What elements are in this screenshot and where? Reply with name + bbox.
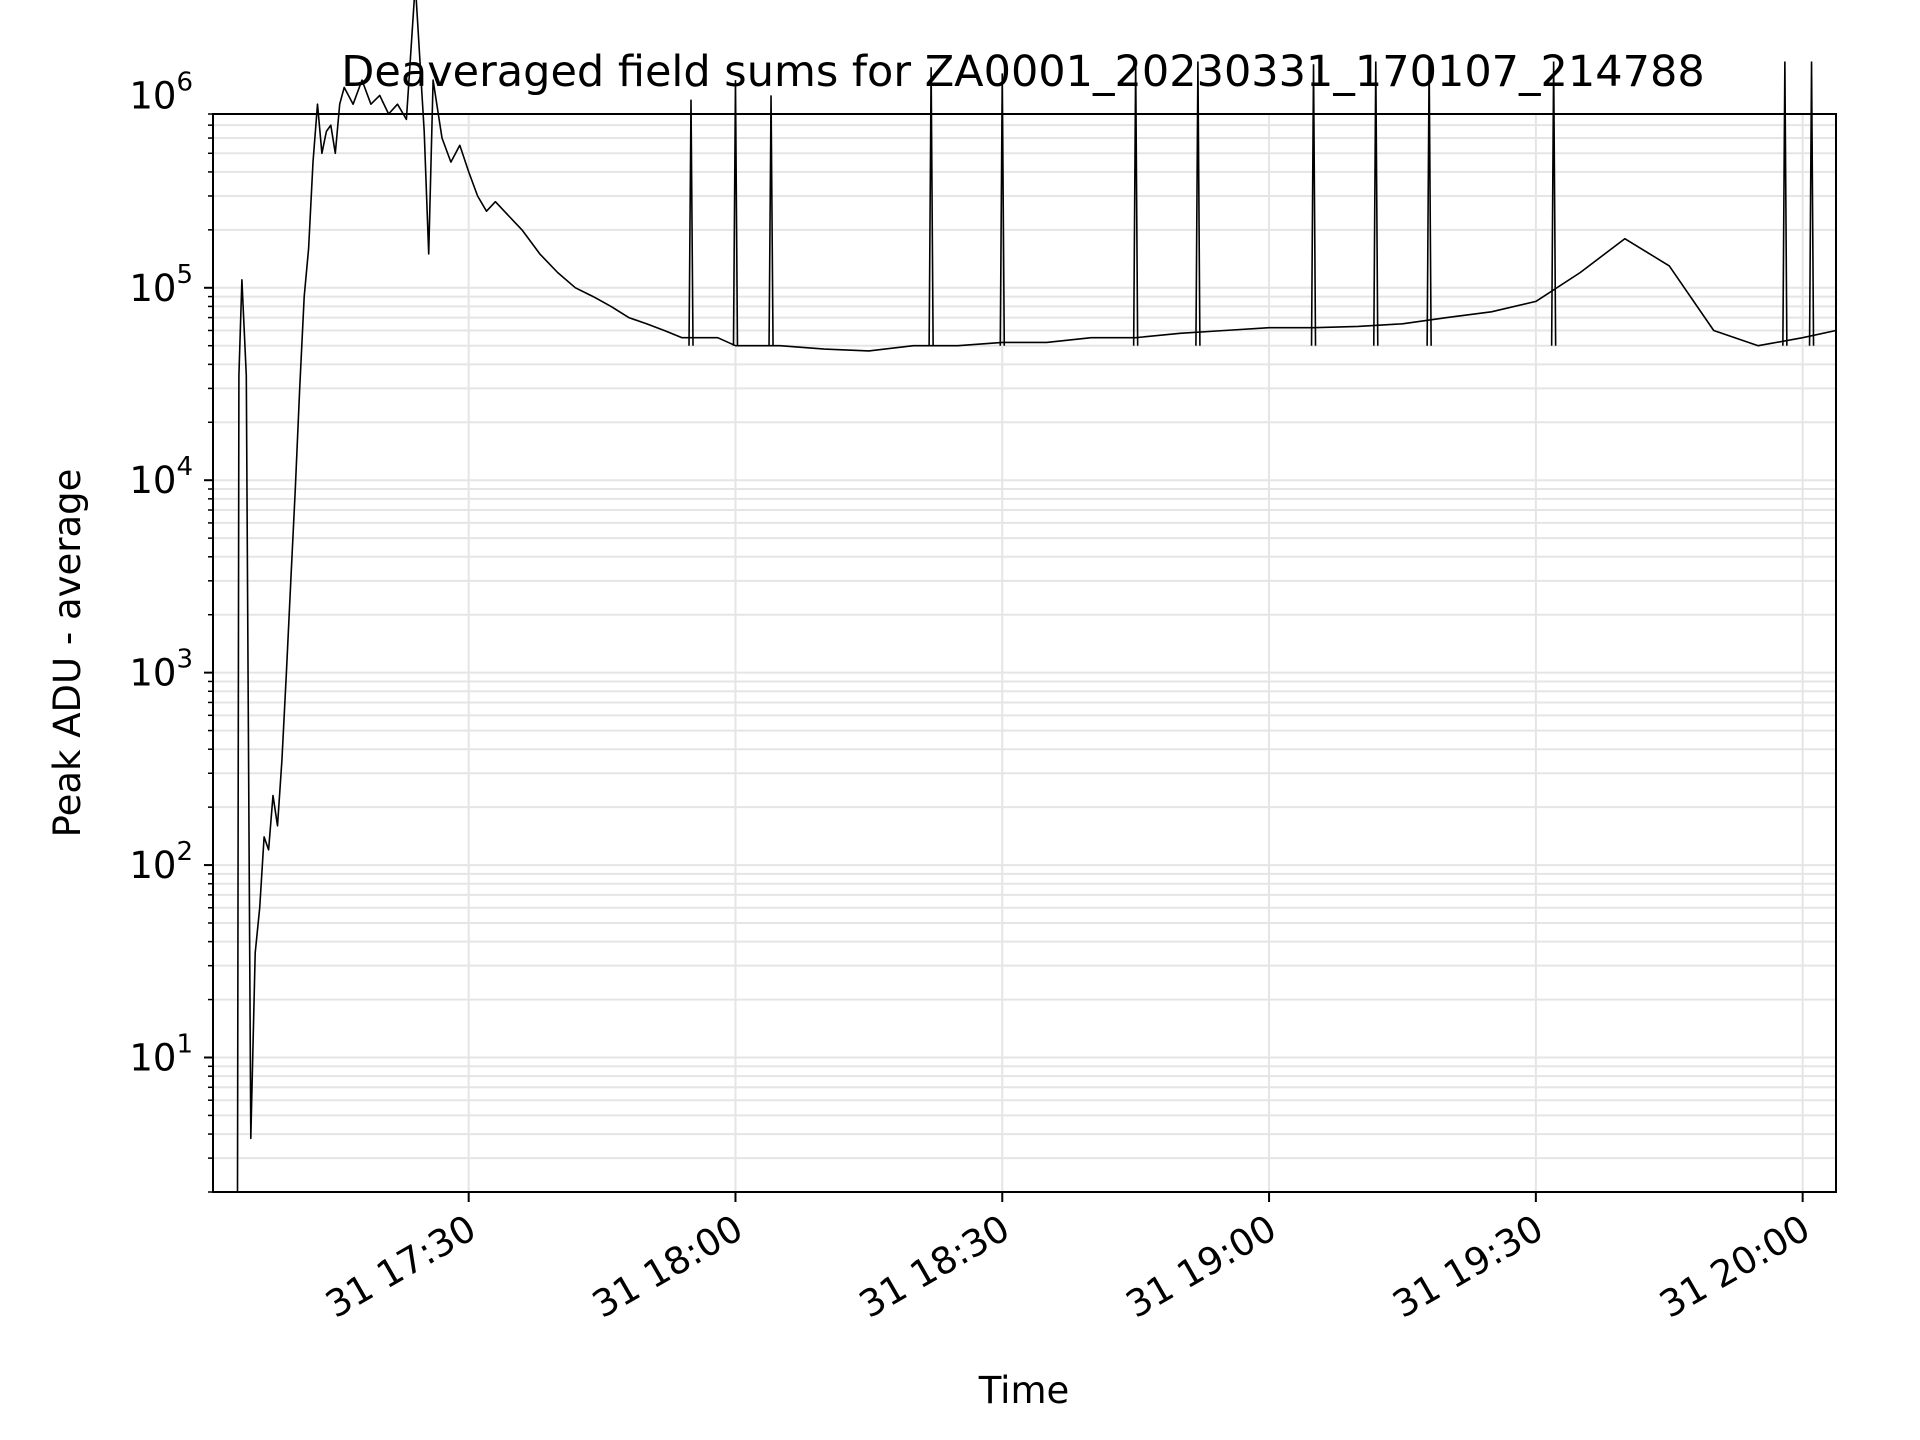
spike: [1782, 61, 1788, 346]
spike: [1195, 61, 1201, 346]
spike: [732, 80, 739, 346]
y-tick-base: 10: [129, 652, 176, 695]
spike: [688, 99, 694, 346]
y-tick-base: 10: [129, 267, 176, 310]
spike: [1132, 61, 1139, 346]
x-axis-label: Time: [978, 1369, 1070, 1412]
y-tick-exponent: 5: [176, 260, 193, 290]
grid: [213, 113, 1836, 1193]
y-tick-label: 102: [129, 837, 193, 887]
y-tick-exponent: 6: [176, 67, 193, 97]
y-tick-base: 10: [129, 74, 176, 117]
y-tick-exponent: 4: [176, 452, 193, 482]
chart-title: Deaveraged field sums for ZA0001_2023033…: [341, 47, 1704, 97]
y-tick-label: 104: [129, 452, 193, 502]
y-tick-label: 103: [129, 645, 193, 695]
y-axis-label: Peak ADU - average: [46, 469, 89, 838]
spike: [768, 95, 774, 346]
y-tick-label: 106: [129, 67, 193, 117]
y-tick-base: 10: [129, 844, 176, 887]
spike: [928, 67, 934, 346]
y-tick-base: 10: [129, 1036, 176, 1079]
spike: [1550, 61, 1557, 346]
spike: [999, 73, 1006, 346]
series-line: [236, 0, 1837, 1193]
spike: [1426, 61, 1432, 346]
spike: [1808, 61, 1815, 346]
y-tick-exponent: 2: [176, 837, 193, 867]
spike: [1372, 61, 1379, 346]
spike: [1310, 64, 1317, 346]
y-tick-exponent: 1: [176, 1029, 193, 1059]
y-tick-exponent: 3: [176, 645, 193, 675]
data-line: [236, 0, 1837, 1193]
plot-frame: [212, 113, 1837, 1193]
y-tick-label: 101: [129, 1029, 193, 1079]
y-tick-base: 10: [129, 459, 176, 502]
y-tick-label: 105: [129, 260, 193, 310]
